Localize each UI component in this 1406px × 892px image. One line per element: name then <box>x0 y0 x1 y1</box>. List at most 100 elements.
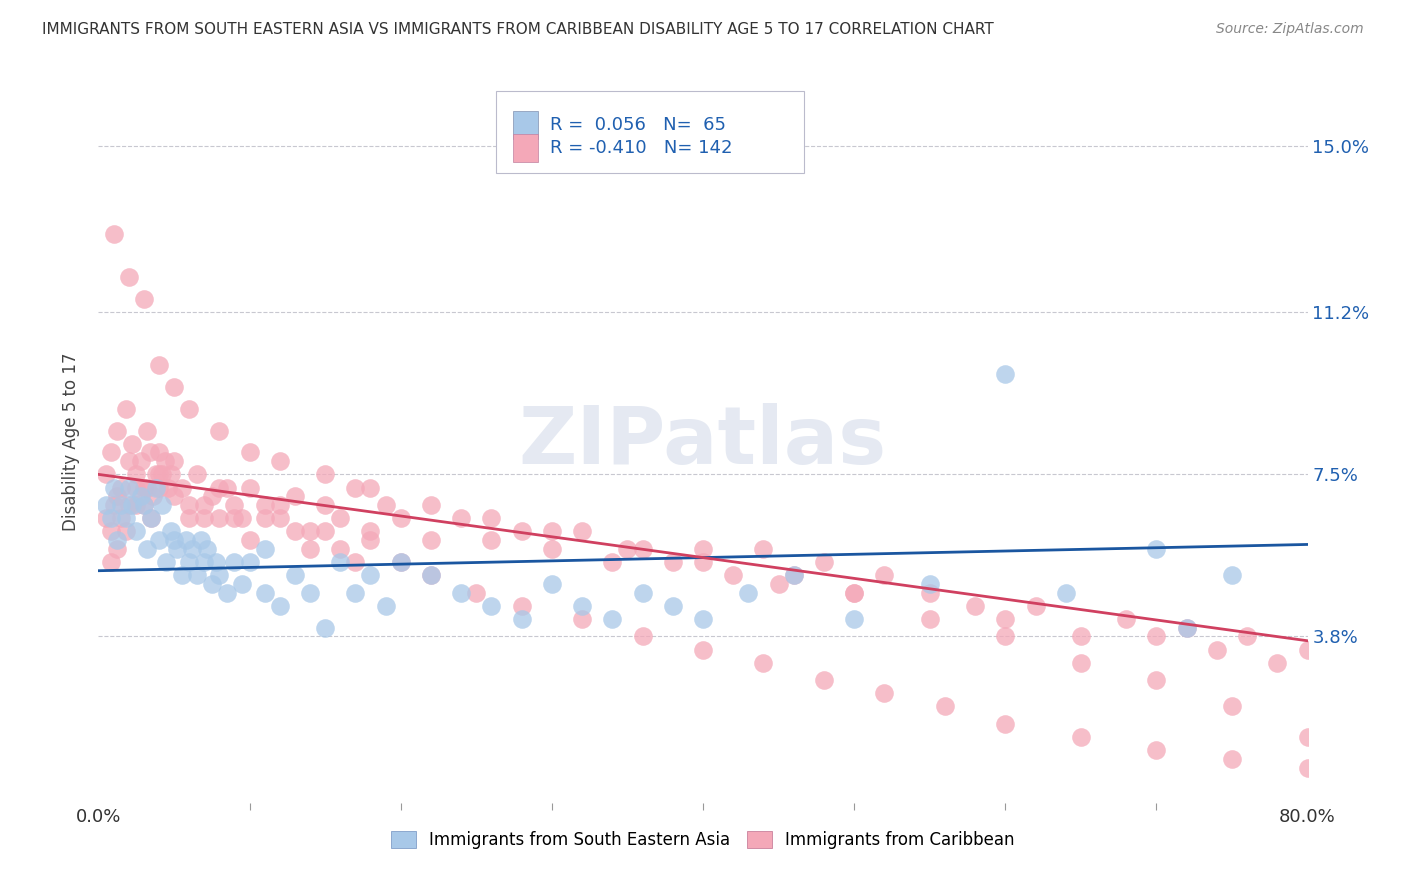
Point <box>918 577 941 591</box>
Point <box>965 599 987 613</box>
Point <box>420 568 443 582</box>
Point <box>389 511 412 525</box>
Point <box>156 481 179 495</box>
Point <box>1144 673 1167 688</box>
Point <box>1296 730 1319 744</box>
Point <box>934 699 956 714</box>
Point <box>208 568 231 582</box>
Point <box>692 555 714 569</box>
Point <box>314 524 336 539</box>
Point <box>148 533 170 547</box>
Point <box>1070 629 1092 643</box>
Point <box>813 555 835 569</box>
Point <box>193 498 215 512</box>
Point <box>918 585 941 599</box>
Point <box>224 555 246 569</box>
Point <box>450 511 472 525</box>
Point <box>481 511 503 525</box>
Point <box>844 612 866 626</box>
Point <box>631 629 654 643</box>
Point <box>269 511 291 525</box>
Point <box>994 717 1017 731</box>
Point <box>132 481 155 495</box>
Point <box>602 612 624 626</box>
Point <box>284 568 307 582</box>
Point <box>105 533 128 547</box>
Point <box>374 599 396 613</box>
Point <box>420 568 443 582</box>
Point <box>179 511 201 525</box>
Point <box>314 498 336 512</box>
Point <box>103 481 125 495</box>
Point <box>329 541 352 556</box>
Point <box>269 599 291 613</box>
Point <box>141 511 163 525</box>
Point <box>661 555 683 569</box>
Point <box>114 524 136 539</box>
Point <box>994 612 1017 626</box>
Legend: Immigrants from South Eastern Asia, Immigrants from Caribbean: Immigrants from South Eastern Asia, Immi… <box>384 824 1022 856</box>
Point <box>135 424 157 438</box>
Point <box>481 533 503 547</box>
Point <box>571 524 593 539</box>
Point <box>1236 629 1258 643</box>
Point <box>110 498 132 512</box>
Point <box>723 568 745 582</box>
Point <box>1115 612 1137 626</box>
Point <box>94 511 117 525</box>
Point <box>329 511 352 525</box>
Point <box>121 498 143 512</box>
Point <box>160 524 183 539</box>
Point <box>100 555 122 569</box>
Point <box>148 467 170 482</box>
Point <box>201 577 224 591</box>
Point <box>193 555 215 569</box>
Point <box>1144 541 1167 556</box>
Point <box>253 585 276 599</box>
Point <box>783 568 806 582</box>
Point <box>145 481 167 495</box>
Point <box>174 533 197 547</box>
Point <box>269 498 291 512</box>
Point <box>616 541 638 556</box>
Point <box>142 489 165 503</box>
Point <box>1220 752 1243 766</box>
Point <box>360 568 382 582</box>
Text: R = -0.410   N= 142: R = -0.410 N= 142 <box>550 139 733 157</box>
Point <box>170 481 193 495</box>
Point <box>193 511 215 525</box>
Point <box>661 599 683 613</box>
Point <box>150 467 173 482</box>
Point <box>284 489 307 503</box>
Point <box>105 424 128 438</box>
Point <box>208 511 231 525</box>
Point <box>153 454 176 468</box>
Point <box>253 511 276 525</box>
Point <box>148 481 170 495</box>
Point <box>105 489 128 503</box>
Point <box>752 656 775 670</box>
Point <box>132 498 155 512</box>
Point <box>135 541 157 556</box>
Point <box>540 541 562 556</box>
Point <box>125 467 148 482</box>
Point <box>844 585 866 599</box>
Point <box>389 555 412 569</box>
Point <box>121 436 143 450</box>
Point <box>329 555 352 569</box>
Point <box>1220 568 1243 582</box>
Point <box>299 541 322 556</box>
Point <box>768 577 790 591</box>
Point <box>510 524 533 539</box>
Point <box>231 511 253 525</box>
Point <box>181 541 204 556</box>
Point <box>783 568 806 582</box>
Point <box>186 568 208 582</box>
Point <box>239 555 262 569</box>
Point <box>360 524 382 539</box>
Point <box>1070 730 1092 744</box>
Point <box>100 445 122 459</box>
Point <box>269 454 291 468</box>
Point <box>215 481 238 495</box>
Point <box>1054 585 1077 599</box>
